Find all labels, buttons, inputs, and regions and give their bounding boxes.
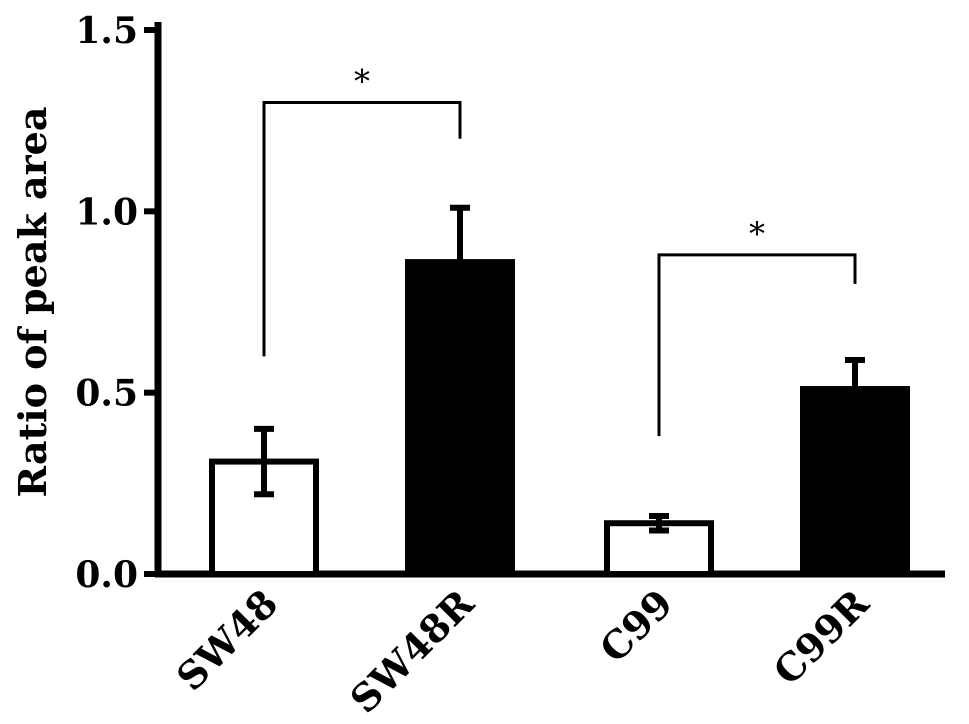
bar-sw48r xyxy=(405,259,515,577)
y-axis-title: Ratio of peak area xyxy=(10,107,55,498)
x-category-label: SW48 xyxy=(168,581,287,700)
y-tick-label: 1.0 xyxy=(75,191,138,233)
x-category-label: SW48R xyxy=(341,580,482,721)
significance-asterisk: * xyxy=(749,215,765,253)
significance-bracket xyxy=(657,253,857,437)
y-tick-label: 1.5 xyxy=(75,10,138,52)
significance-bracket xyxy=(262,101,462,357)
bars xyxy=(209,204,910,578)
significance-asterisk: * xyxy=(354,63,370,101)
y-tick-label: 0.0 xyxy=(75,554,138,596)
significance-brackets xyxy=(262,101,857,437)
bar-c99r xyxy=(800,386,910,578)
y-tick-label: 0.5 xyxy=(75,373,138,415)
x-category-label: C99R xyxy=(764,580,877,693)
x-category-label: C99 xyxy=(591,581,682,672)
